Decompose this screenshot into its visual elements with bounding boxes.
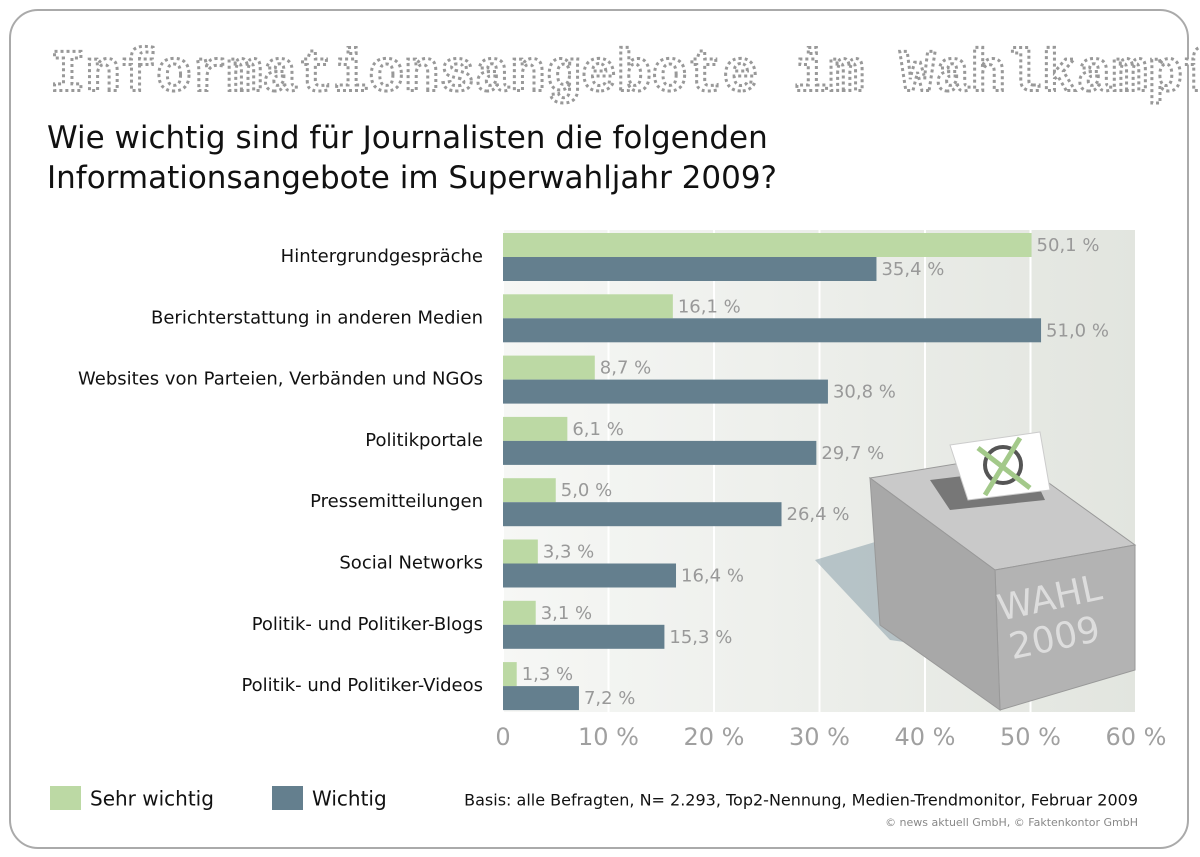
- bar: [503, 539, 538, 564]
- bar: [503, 502, 782, 527]
- value-label: 3,1 %: [541, 603, 592, 624]
- bar: [503, 563, 677, 588]
- value-label: 5,0 %: [561, 480, 612, 501]
- value-label: 26,4 %: [787, 504, 850, 525]
- legend-swatch: [50, 786, 81, 810]
- bar: [503, 257, 877, 281]
- category-label: Social Networks: [339, 553, 483, 574]
- value-label: 7,2 %: [584, 688, 635, 709]
- x-tick-label: 30 %: [789, 723, 850, 751]
- bar: [503, 318, 1042, 343]
- bar: [503, 233, 1032, 257]
- x-tick-label: 20 %: [684, 723, 745, 751]
- category-label: Pressemitteilungen: [310, 491, 483, 512]
- value-label: 30,8 %: [833, 382, 896, 403]
- x-tick-label: 60 %: [1106, 723, 1167, 751]
- value-label: 1,3 %: [522, 664, 573, 685]
- bar: [503, 355, 595, 380]
- subtitle: Wie wichtig sind für Journalisten die fo…: [47, 120, 778, 196]
- bar: [503, 624, 665, 649]
- category-label: Hintergrundgespräche: [281, 246, 483, 267]
- value-label: 29,7 %: [821, 443, 884, 464]
- bar: [503, 686, 579, 711]
- bar: [503, 379, 828, 404]
- legend-label: Wichtig: [312, 787, 387, 811]
- category-label: Politik- und Politiker-Videos: [241, 675, 483, 696]
- legend-label: Sehr wichtig: [90, 787, 214, 811]
- value-label: 15,3 %: [669, 627, 732, 648]
- x-tick-label: 40 %: [895, 723, 956, 751]
- x-tick-label: 0: [495, 723, 510, 751]
- category-label: Berichterstattung in anderen Medien: [151, 307, 483, 328]
- category-label: Websites von Parteien, Verbänden und NGO…: [78, 369, 483, 390]
- frame: [9, 9, 1189, 849]
- ballot-box: [815, 431, 1137, 711]
- source-note: Basis: alle Befragten, N= 2.293, Top2-Ne…: [464, 791, 1138, 810]
- bar: [503, 294, 673, 319]
- value-label: 16,1 %: [678, 296, 741, 317]
- value-label: 3,3 %: [543, 542, 594, 563]
- chart-title: Informationsangebote im Wahlkampf: [50, 42, 1200, 109]
- value-label: 35,4 %: [881, 259, 944, 280]
- copyright: © news aktuell GmbH, © Faktenkontor GmbH: [885, 816, 1138, 829]
- value-label: 50,1 %: [1037, 235, 1100, 256]
- bar: [503, 416, 568, 441]
- bar: [503, 662, 517, 687]
- bar: [503, 600, 536, 625]
- legend-swatch: [272, 786, 303, 810]
- value-label: 51,0 %: [1046, 320, 1109, 341]
- value-label: 16,4 %: [681, 566, 744, 587]
- bar: [503, 478, 556, 503]
- x-tick-label: 10 %: [578, 723, 639, 751]
- category-label: Politik- und Politiker-Blogs: [252, 614, 483, 635]
- x-tick-label: 50 %: [1000, 723, 1061, 751]
- value-label: 6,1 %: [572, 419, 623, 440]
- category-label: Politikportale: [365, 430, 483, 451]
- bar: [503, 440, 817, 465]
- value-label: 8,7 %: [600, 358, 651, 379]
